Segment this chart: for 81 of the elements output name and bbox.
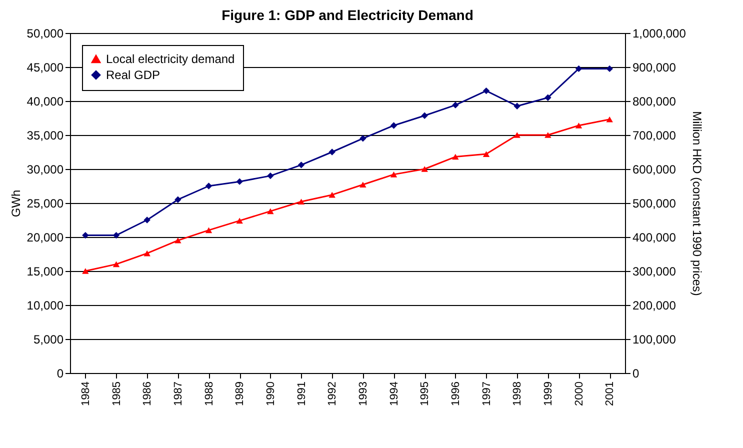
y-tick-label: 30,000 <box>26 162 64 176</box>
point <box>360 182 366 188</box>
chart-title: Figure 1: GDP and Electricity Demand <box>222 7 474 23</box>
y2-tick-label: 200,000 <box>632 298 676 312</box>
point <box>452 102 459 108</box>
y2-tick-label: 800,000 <box>632 94 676 108</box>
point <box>390 122 398 129</box>
y-tick-label: 15,000 <box>26 264 64 278</box>
point <box>328 192 336 198</box>
point <box>575 65 582 72</box>
x-tick-label: 2001 <box>604 382 616 406</box>
point <box>482 87 490 94</box>
point <box>575 122 582 128</box>
x-tick-label: 2000 <box>573 382 586 406</box>
x-tick-label: 1996 <box>450 382 462 406</box>
y-tick-label: 35,000 <box>26 128 64 142</box>
point <box>421 112 428 119</box>
y2-tick-label: 600,000 <box>632 162 676 176</box>
x-tick-label: 1995 <box>419 382 432 406</box>
point <box>514 132 520 138</box>
point <box>452 154 459 160</box>
x-tick-label: 1997 <box>480 382 493 406</box>
point <box>421 166 428 172</box>
point <box>236 178 243 185</box>
point <box>514 102 520 110</box>
x-tick-label: 1984 <box>80 382 92 406</box>
point <box>360 135 366 142</box>
x-tick-label: 1994 <box>388 382 400 406</box>
point <box>112 232 120 239</box>
point <box>144 216 150 224</box>
point <box>205 182 212 190</box>
y2-tick-label: 700,000 <box>632 128 676 142</box>
x-tick-label: 1998 <box>512 382 524 406</box>
point <box>482 151 490 157</box>
y-tick-label: 0 <box>56 366 64 380</box>
x-tick-label: 1999 <box>542 382 554 406</box>
point <box>267 172 274 180</box>
point <box>606 65 613 72</box>
legend-label: Real GDP <box>106 68 160 82</box>
x-tick-label: 1988 <box>203 382 216 406</box>
y2-tick-label: 900,000 <box>632 60 676 74</box>
y-tick-label: 25,000 <box>26 196 64 210</box>
y-axis-title: GWh <box>8 190 23 218</box>
y2-tick-label: 100,000 <box>632 332 676 346</box>
point <box>236 218 243 224</box>
y-tick-label: 50,000 <box>26 26 64 40</box>
point <box>390 172 398 178</box>
point <box>112 261 120 268</box>
x-tick-label: 1992 <box>326 382 339 406</box>
point <box>544 132 552 138</box>
point <box>174 237 182 244</box>
y2-axis-title: Million HKD (constant 1990 prices) <box>690 111 704 296</box>
point <box>82 232 89 239</box>
y-tick-label: 40,000 <box>26 94 64 108</box>
x-tick-label: 1985 <box>110 382 123 406</box>
point <box>205 227 212 234</box>
y-tick-label: 20,000 <box>26 230 64 244</box>
y2-tick-label: 400,000 <box>632 230 676 244</box>
point <box>328 148 336 156</box>
y2-tick-label: 300,000 <box>632 264 676 278</box>
point <box>544 94 552 101</box>
legend-label: Local electricity demand <box>106 52 235 66</box>
y2-tick-label: 0 <box>632 366 640 380</box>
point <box>82 268 89 274</box>
x-tick-label: 1987 <box>172 382 184 406</box>
point <box>606 116 613 122</box>
point <box>174 196 182 203</box>
y-tick-label: 10,000 <box>26 298 64 312</box>
y2-tick-label: 500,000 <box>632 196 676 210</box>
point <box>298 198 305 205</box>
x-tick-label: 1993 <box>357 382 370 406</box>
point <box>144 250 150 256</box>
y-tick-label: 5,000 <box>33 332 64 346</box>
x-tick-label: 1991 <box>296 382 308 406</box>
x-tick-label: 1990 <box>264 382 277 406</box>
y-tick-label: 45,000 <box>26 60 64 74</box>
x-tick-label: 1989 <box>234 382 246 406</box>
y2-tick-label: 1,000,000 <box>632 26 686 40</box>
point <box>298 162 305 168</box>
x-tick-label: 1986 <box>142 382 154 406</box>
point <box>267 208 274 214</box>
